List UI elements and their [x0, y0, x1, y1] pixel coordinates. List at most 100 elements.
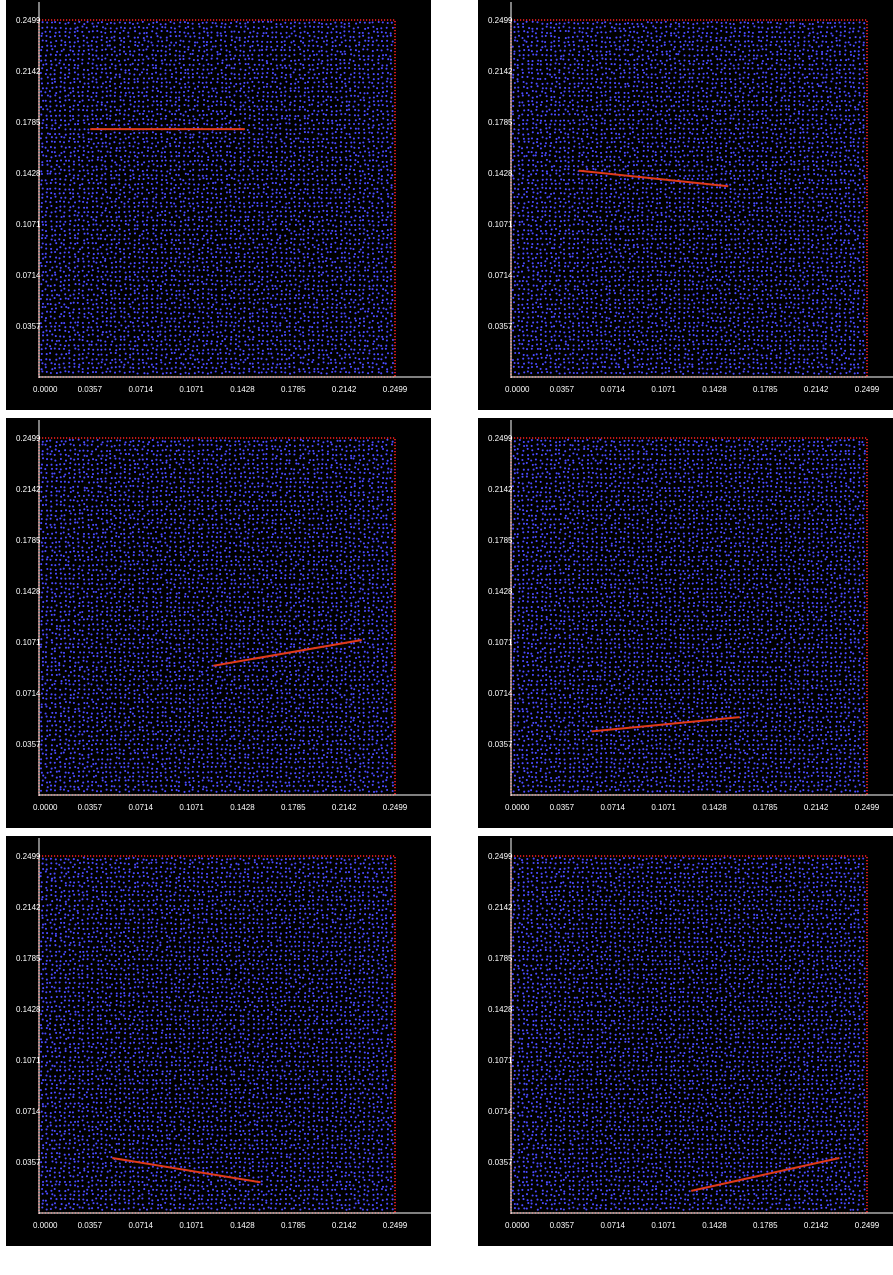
- plot-svg-6: 0.0000 0.0357 0.0714 0.1071 0.1428 0.1785 0.21…: [488, 838, 893, 1230]
- x-tick-label: 0.0714: [600, 1221, 625, 1230]
- x-tick-label: 0.1428: [702, 803, 727, 812]
- x-tick-label: 0.0000: [505, 1221, 530, 1230]
- y-tick-label: 0.0357: [488, 322, 513, 331]
- x-tick-label: 0.1785: [753, 803, 778, 812]
- x-tick-label: 0.2142: [332, 803, 357, 812]
- y-tick-label: 0.2142: [16, 903, 41, 912]
- particle-dots: [39, 438, 394, 793]
- particle-field: [511, 20, 866, 375]
- x-tick-label: 0.2499: [383, 803, 408, 812]
- y-tick-label: 0.2142: [16, 67, 41, 76]
- plot-panel-4: 0.0000 0.0357 0.0714 0.1071 0.1428 0.1785 0.21…: [478, 418, 893, 828]
- x-tick-label: 0.0357: [78, 1221, 103, 1230]
- x-tick-label: 0.0714: [128, 1221, 153, 1230]
- x-tick-label: 0.0000: [33, 803, 58, 812]
- y-tick-label: 0.0357: [488, 740, 513, 749]
- x-tick-label: 0.0000: [33, 1221, 58, 1230]
- y-tick-label: 0.1071: [488, 638, 513, 647]
- plot-svg-4: 0.0000 0.0357 0.0714 0.1071 0.1428 0.1785 0.21…: [488, 420, 893, 812]
- y-tick-label: 0.2499: [488, 16, 513, 25]
- y-tick-label: 0.2142: [488, 67, 513, 76]
- y-tick-label: 0.1785: [16, 954, 41, 963]
- particle-field: [511, 438, 866, 793]
- x-tick-label: 0.2499: [383, 385, 408, 394]
- x-tick-label: 0.1071: [651, 385, 676, 394]
- y-tick-label: 0.1785: [488, 954, 513, 963]
- x-tick-label: 0.2499: [855, 803, 880, 812]
- particle-dots: [511, 856, 866, 1211]
- y-tick-label: 0.2499: [16, 434, 41, 443]
- crack-line: [213, 639, 362, 667]
- y-tick-label: 0.0714: [488, 1107, 513, 1116]
- x-tick-label: 0.0714: [128, 803, 153, 812]
- y-tick-label: 0.0714: [16, 271, 41, 280]
- y-tick-label: 0.1428: [16, 1005, 41, 1014]
- plot-svg-2: 0.0000 0.0357 0.0714 0.1071 0.1428 0.1785 0.21…: [488, 2, 893, 394]
- x-tick-label: 0.2499: [855, 1221, 880, 1230]
- particle-dots: [511, 438, 866, 793]
- plot-panel-6: 0.0000 0.0357 0.0714 0.1071 0.1428 0.1785 0.21…: [478, 836, 893, 1246]
- plot-svg-3: 0.0000 0.0357 0.0714 0.1071 0.1428 0.1785 0.21…: [16, 420, 431, 812]
- y-tick-label: 0.2142: [488, 485, 513, 494]
- y-tick-label: 0.0357: [16, 322, 41, 331]
- y-tick-label: 0.1071: [488, 1056, 513, 1065]
- x-tick-label: 0.1785: [753, 1221, 778, 1230]
- particle-dots: [511, 20, 866, 375]
- y-tick-label: 0.2499: [488, 434, 513, 443]
- y-tick-label: 0.2142: [488, 903, 513, 912]
- y-tick-label: 0.1428: [488, 169, 513, 178]
- x-tick-label: 0.1428: [702, 385, 727, 394]
- y-tick-label: 0.0714: [16, 689, 41, 698]
- x-tick-label: 0.0000: [505, 803, 530, 812]
- y-tick-label: 0.0714: [16, 1107, 41, 1116]
- x-tick-label: 0.1785: [281, 1221, 306, 1230]
- x-tick-label: 0.1785: [281, 803, 306, 812]
- y-tick-label: 0.1071: [488, 220, 513, 229]
- x-tick-label: 0.1428: [230, 385, 255, 394]
- y-tick-label: 0.1785: [488, 536, 513, 545]
- y-tick-label: 0.2499: [16, 16, 41, 25]
- x-tick-label: 0.0357: [550, 1221, 575, 1230]
- x-tick-label: 0.2499: [855, 385, 880, 394]
- crack-line: [591, 716, 740, 733]
- y-tick-label: 0.0714: [488, 689, 513, 698]
- y-tick-label: 0.0357: [488, 1158, 513, 1167]
- y-tick-label: 0.2499: [488, 852, 513, 861]
- x-tick-label: 0.2142: [804, 1221, 829, 1230]
- y-tick-label: 0.1428: [16, 587, 41, 596]
- plot-svg-1: 0.0000 0.0357 0.0714 0.1071 0.1428 0.1785 0.21…: [16, 2, 431, 394]
- y-tick-label: 0.1071: [16, 220, 41, 229]
- y-tick-label: 0.1071: [16, 1056, 41, 1065]
- particle-field: [39, 438, 394, 793]
- x-tick-label: 0.0357: [78, 385, 103, 394]
- y-tick-label: 0.1428: [488, 1005, 513, 1014]
- x-tick-label: 0.2142: [332, 385, 357, 394]
- plot-panel-1: 0.0000 0.0357 0.0714 0.1071 0.1428 0.1785 0.21…: [6, 0, 431, 410]
- x-tick-label: 0.0357: [550, 385, 575, 394]
- particle-dots: [39, 20, 394, 375]
- plot-panel-5: 0.0000 0.0357 0.0714 0.1071 0.1428 0.1785 0.21…: [6, 836, 431, 1246]
- x-tick-label: 0.0714: [600, 385, 625, 394]
- plot-panel-3: 0.0000 0.0357 0.0714 0.1071 0.1428 0.1785 0.21…: [6, 418, 431, 828]
- x-tick-label: 0.0714: [600, 803, 625, 812]
- x-tick-label: 0.1785: [753, 385, 778, 394]
- y-tick-label: 0.0714: [488, 271, 513, 280]
- crack-line: [690, 1157, 840, 1192]
- x-tick-label: 0.1428: [230, 1221, 255, 1230]
- y-tick-label: 0.0357: [16, 1158, 41, 1167]
- y-tick-label: 0.1428: [488, 587, 513, 596]
- x-tick-label: 0.1071: [179, 385, 204, 394]
- x-tick-label: 0.0714: [128, 385, 153, 394]
- plot-svg-5: 0.0000 0.0357 0.0714 0.1071 0.1428 0.1785 0.21…: [16, 838, 431, 1230]
- y-tick-label: 0.2142: [16, 485, 41, 494]
- x-tick-label: 0.1785: [281, 385, 306, 394]
- x-tick-label: 0.1071: [651, 1221, 676, 1230]
- x-tick-label: 0.0357: [78, 803, 103, 812]
- y-tick-label: 0.1071: [16, 638, 41, 647]
- x-tick-label: 0.1071: [651, 803, 676, 812]
- particle-field: [39, 856, 394, 1211]
- crack-line: [112, 1157, 261, 1184]
- y-tick-label: 0.1428: [16, 169, 41, 178]
- particle-field: [39, 20, 394, 375]
- plot-panel-2: 0.0000 0.0357 0.0714 0.1071 0.1428 0.1785 0.21…: [478, 0, 893, 410]
